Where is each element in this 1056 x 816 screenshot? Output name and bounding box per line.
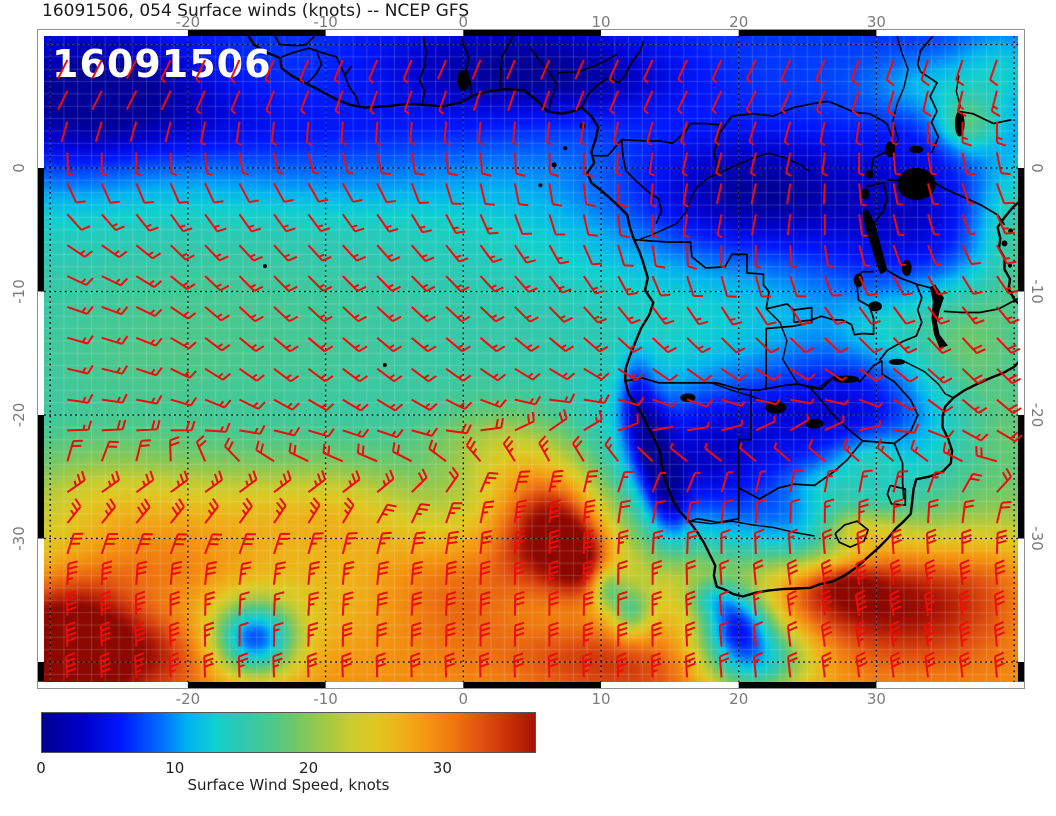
- frame-outline: [37, 29, 1025, 689]
- frame-band-segment: [1018, 168, 1024, 292]
- lon-tick-label-top: 20: [729, 13, 749, 31]
- frame-band-segment: [38, 662, 44, 682]
- lon-tick-label-top: 30: [866, 13, 886, 31]
- frame-band-segment: [187, 30, 326, 36]
- frame-band-segment: [463, 682, 601, 688]
- lat-tick-label-right: -30: [1028, 526, 1046, 551]
- frame-band-segment: [38, 415, 44, 539]
- lat-tick-label-left: 0: [10, 163, 28, 173]
- colorbar-caption: Surface Wind Speed, knots: [187, 776, 390, 794]
- page-title: 16091506, 054 Surface winds (knots) -- N…: [42, 1, 470, 21]
- lon-tick-label-bottom: 10: [591, 690, 611, 708]
- lon-tick-label-top: 10: [591, 13, 611, 31]
- frame-band-segment: [38, 168, 44, 292]
- country-border: [273, 36, 316, 47]
- lon-tick-label-top: -20: [175, 13, 201, 31]
- lat-tick-label-left: -10: [10, 279, 28, 304]
- frame-band-segment: [187, 682, 326, 688]
- colorbar: [41, 712, 536, 753]
- lon-tick-label-bottom: 0: [458, 690, 469, 708]
- lat-tick-label-right: -10: [1028, 279, 1046, 304]
- lat-tick-label-left: -20: [10, 402, 28, 428]
- colorbar-tick-label: 0: [36, 759, 46, 777]
- lat-tick-label-right: -20: [1028, 402, 1046, 428]
- lat-tick-label-left: -30: [10, 526, 28, 551]
- frame-band-segment: [1018, 662, 1024, 682]
- frame-band-segment: [738, 30, 877, 36]
- lon-tick-label-bottom: 20: [729, 690, 749, 708]
- datetime-stamp: 16091506: [52, 42, 272, 86]
- lat-tick-label-right: 0: [1028, 163, 1046, 173]
- frame-band-segment: [1018, 415, 1024, 539]
- lon-tick-label-bottom: 30: [866, 690, 886, 708]
- frame-band-segment: [463, 30, 601, 36]
- lon-tick-label-top: 0: [458, 13, 469, 31]
- lon-tick-label-bottom: -10: [313, 690, 338, 708]
- frame-band-segment: [738, 682, 877, 688]
- colorbar-tick-label: 10: [165, 759, 185, 777]
- lon-tick-label-bottom: -20: [175, 690, 201, 708]
- colorbar-tick-label: 30: [432, 759, 452, 777]
- colorbar-tick-label: 20: [299, 759, 319, 777]
- lon-tick-label-top: -10: [313, 13, 338, 31]
